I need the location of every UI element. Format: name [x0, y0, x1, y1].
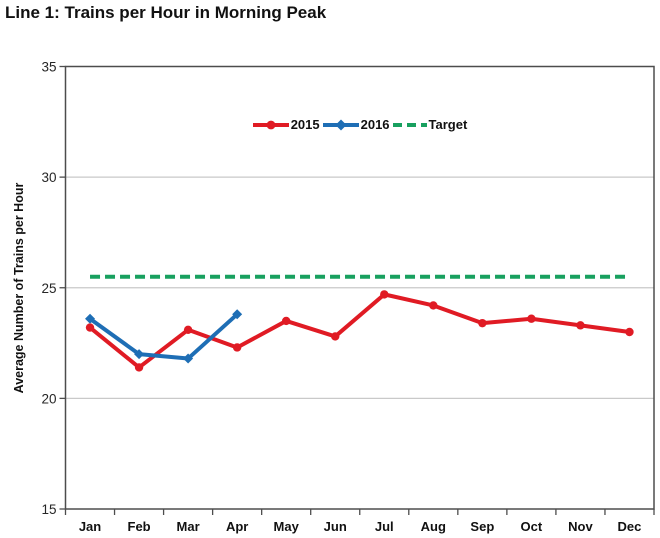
y-tick-label-25: 25: [41, 281, 56, 296]
legend-swatch-2016-line-icon: [322, 119, 359, 130]
x-tick-label-Jan: Jan: [79, 519, 101, 534]
x-tick-label-Jun: Jun: [324, 519, 347, 534]
legend-item-2016: 2016: [322, 117, 390, 132]
series-2015-marker-Sep: [478, 318, 487, 328]
legend-label-2016: 2016: [360, 117, 390, 132]
legend: 2015 2016 Target: [65, 117, 654, 132]
series-2015-marker-Dec: [625, 327, 634, 337]
series-2015-marker-Oct: [527, 314, 536, 323]
legend-label-target: Target: [428, 117, 468, 132]
series-2015-marker-Jul: [380, 290, 389, 299]
series-2015-marker-Aug: [429, 301, 438, 310]
x-tick-label-Aug: Aug: [421, 519, 446, 534]
y-tick-label-20: 20: [41, 391, 56, 406]
legend-swatch-2015-line-icon: [252, 120, 289, 129]
x-tick-label-Mar: Mar: [177, 519, 200, 534]
x-tick-label-Apr: Apr: [226, 519, 248, 534]
series-2016-marker-Apr: [232, 309, 243, 320]
series-2016-marker-Mar: [183, 353, 194, 364]
legend-swatch-target-dashed-line-icon: [392, 122, 427, 127]
y-tick-label-30: 30: [41, 170, 56, 185]
y-tick-label-15: 15: [41, 502, 56, 517]
x-tick-label-Nov: Nov: [568, 519, 593, 534]
chart-title: Line 1: Trains per Hour in Morning Peak: [5, 3, 327, 22]
legend-label-2015: 2015: [290, 117, 320, 132]
series-2016-line: [88, 312, 239, 361]
x-tick-label-Feb: Feb: [128, 519, 151, 534]
series-2015-marker-Jan: [85, 323, 95, 332]
series-2015-marker-Mar: [183, 325, 193, 334]
x-tick-label-May: May: [274, 519, 300, 534]
series-2015-marker-Nov: [576, 321, 585, 330]
series-2015-marker-Apr: [232, 343, 242, 352]
y-tick-label-35: 35: [41, 60, 56, 75]
x-tick-label-Sep: Sep: [470, 519, 494, 534]
x-tick-label-Oct: Oct: [521, 519, 543, 534]
legend-item-target: Target: [392, 117, 468, 132]
legend-item-2015: 2015: [252, 117, 320, 132]
series-2015-marker-Jun: [331, 332, 340, 341]
series-2015-line: [88, 292, 630, 370]
series-2016-marker-Feb: [134, 349, 145, 360]
x-tick-label-Jul: Jul: [375, 519, 394, 534]
series-2016-marker-Jan: [85, 313, 96, 324]
series-2015-marker-May: [281, 316, 291, 326]
series-2015-marker-Feb: [134, 363, 144, 372]
x-tick-label-Dec: Dec: [618, 519, 642, 534]
